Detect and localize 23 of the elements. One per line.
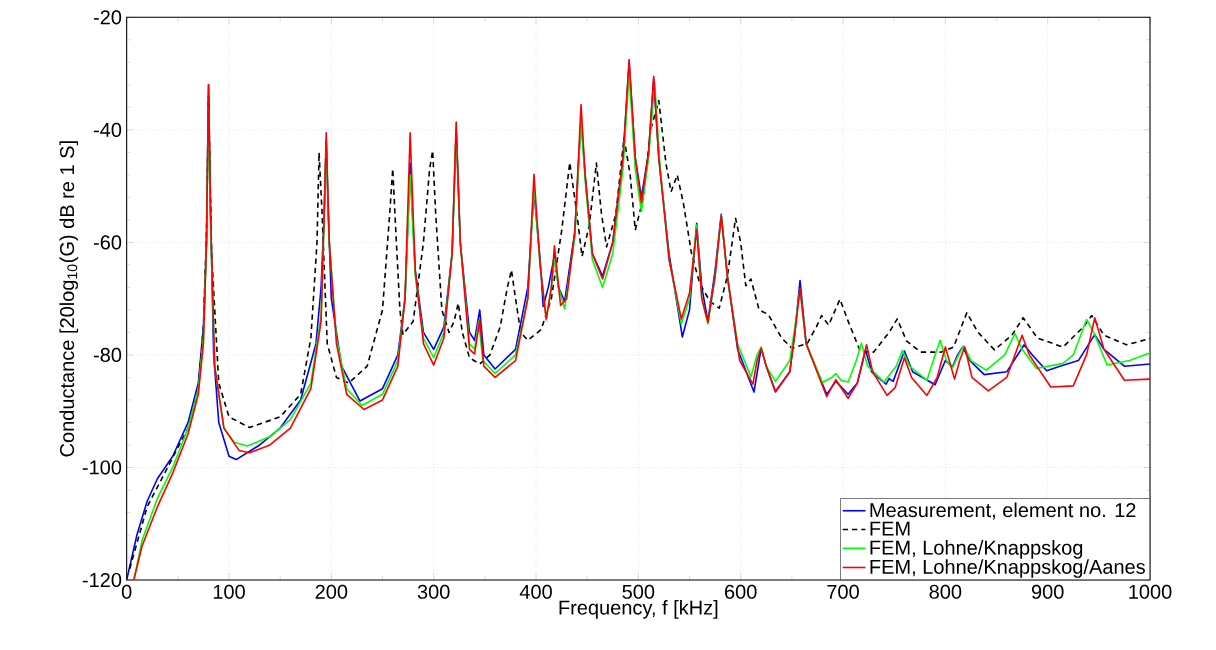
x-tick-label: 200 bbox=[315, 584, 348, 599]
x-tick-label: 700 bbox=[827, 584, 859, 599]
x-tick-label: 1000 bbox=[1129, 584, 1172, 599]
legend-label: Measurement, element no. 12 bbox=[870, 502, 1136, 520]
x-tick-label: 300 bbox=[417, 584, 450, 599]
x-tick-label: 100 bbox=[213, 584, 245, 599]
x-tick-label: 900 bbox=[1031, 584, 1064, 599]
x-tick-label: 0 bbox=[121, 584, 132, 599]
y-tick-label: -80 bbox=[93, 347, 122, 362]
x-tick-label: 500 bbox=[622, 584, 655, 599]
legend-label: FEM, Lohne/Knappskog bbox=[870, 540, 1083, 559]
x-tick-label: 800 bbox=[929, 584, 962, 599]
y-tick-label: -20 bbox=[93, 10, 122, 25]
y-tick-label: -60 bbox=[93, 235, 122, 250]
x-axis-title: Frequency, f [kHz] bbox=[559, 600, 718, 619]
x-tick-label: 600 bbox=[725, 584, 757, 599]
y-tick-label: -40 bbox=[93, 122, 122, 137]
legend-label: FEM bbox=[870, 521, 910, 536]
legend-label: FEM, Lohne/Knappskog/Aanes bbox=[870, 559, 1145, 578]
x-tick-label: 400 bbox=[519, 584, 552, 599]
y-tick-label: -120 bbox=[82, 572, 122, 588]
y-axis-title: Conductance [20log$_{10}$(G) dB re 1 S] bbox=[59, 141, 79, 457]
y-tick-label: -100 bbox=[82, 460, 122, 475]
